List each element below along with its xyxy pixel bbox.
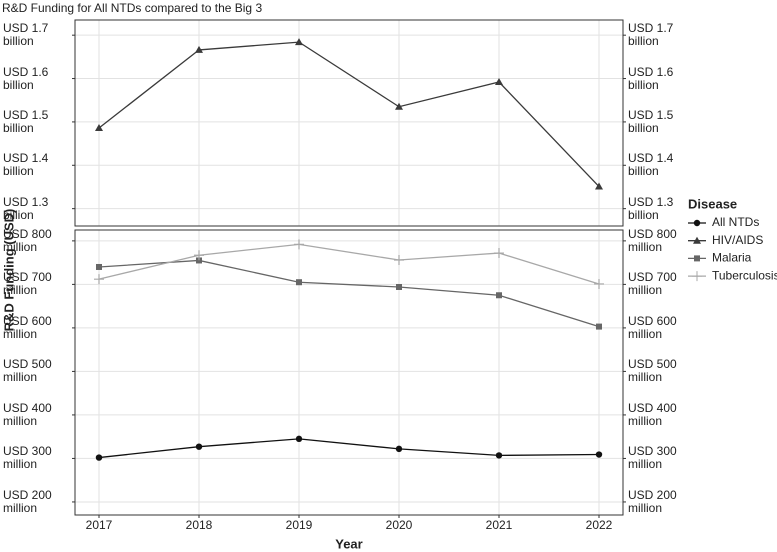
line xyxy=(98,41,600,187)
point xyxy=(496,292,502,299)
point xyxy=(495,452,503,459)
point xyxy=(95,123,103,131)
point xyxy=(295,38,303,46)
x-tick-label: 2022 xyxy=(586,518,613,532)
legend-title: Disease xyxy=(688,196,737,211)
point xyxy=(196,257,202,264)
y-tick-label: USD 500 million xyxy=(3,357,52,385)
panel xyxy=(75,20,623,226)
panel-border xyxy=(74,19,624,227)
y-tick-label: USD 400 million xyxy=(628,400,677,428)
x-tick-label: 2018 xyxy=(186,518,213,532)
y-tick-label: USD 600 million xyxy=(3,313,52,341)
y-tick-label: USD 1.3 billion xyxy=(628,194,674,222)
point xyxy=(194,250,204,261)
x-tick-label: 2021 xyxy=(486,518,513,532)
y-tick-label: USD 1.6 billion xyxy=(628,64,674,92)
y-tick-label: USD 800 million xyxy=(628,226,677,254)
point xyxy=(395,102,403,110)
point xyxy=(395,445,403,453)
y-tick-label: USD 1.7 billion xyxy=(628,21,674,49)
point xyxy=(295,435,303,443)
legend-marker xyxy=(694,255,700,262)
legend-label: Tuberculosis xyxy=(712,268,777,282)
y-tick-label: USD 200 million xyxy=(3,487,52,515)
point xyxy=(595,451,603,458)
line xyxy=(98,438,600,459)
y-tick-label: USD 800 million xyxy=(3,226,52,254)
y-tick-label: USD 1.4 billion xyxy=(3,151,49,179)
y-tick-label: USD 1.3 billion xyxy=(3,194,49,222)
point xyxy=(596,323,602,330)
y-tick-label: USD 700 million xyxy=(3,270,52,298)
x-axis-label: Year xyxy=(335,536,362,551)
point xyxy=(594,278,604,289)
line xyxy=(98,259,600,328)
point xyxy=(96,263,102,270)
y-tick-label: USD 400 million xyxy=(3,400,52,428)
legend-marker xyxy=(693,236,701,244)
legend-marker xyxy=(692,271,702,282)
y-tick-label: USD 1.5 billion xyxy=(3,107,49,135)
y-tick-label: USD 1.7 billion xyxy=(3,21,49,49)
point xyxy=(195,443,203,450)
point xyxy=(495,78,503,86)
x-tick-label: 2020 xyxy=(386,518,413,532)
y-axis-label: R&D Funding (USD) xyxy=(1,209,16,332)
point xyxy=(195,45,203,53)
panel xyxy=(75,230,623,515)
y-tick-label: USD 1.6 billion xyxy=(3,64,49,92)
y-tick-label: USD 500 million xyxy=(628,357,677,385)
legend-label: HIV/AIDS xyxy=(712,233,763,247)
point xyxy=(394,255,404,266)
legend-label: Malaria xyxy=(712,251,752,265)
x-tick-label: 2017 xyxy=(86,518,113,532)
point xyxy=(294,239,304,250)
y-tick-label: USD 1.4 billion xyxy=(628,151,674,179)
panel-border xyxy=(74,229,624,516)
y-tick-label: USD 1.5 billion xyxy=(628,107,674,135)
legend-marker xyxy=(693,219,701,227)
legend-label: All NTDs xyxy=(712,215,759,229)
x-tick-label: 2019 xyxy=(286,518,313,532)
point xyxy=(94,274,104,285)
point xyxy=(494,248,504,259)
point xyxy=(595,182,603,190)
y-tick-label: USD 200 million xyxy=(628,487,677,515)
point xyxy=(296,279,302,286)
chart-title: R&D Funding for All NTDs compared to the… xyxy=(2,1,262,15)
point xyxy=(396,284,402,290)
point xyxy=(95,454,103,461)
y-tick-label: USD 600 million xyxy=(628,313,677,341)
y-tick-label: USD 300 million xyxy=(3,444,52,472)
y-tick-label: USD 700 million xyxy=(628,270,677,298)
line xyxy=(98,243,600,285)
y-tick-label: USD 300 million xyxy=(628,444,677,472)
